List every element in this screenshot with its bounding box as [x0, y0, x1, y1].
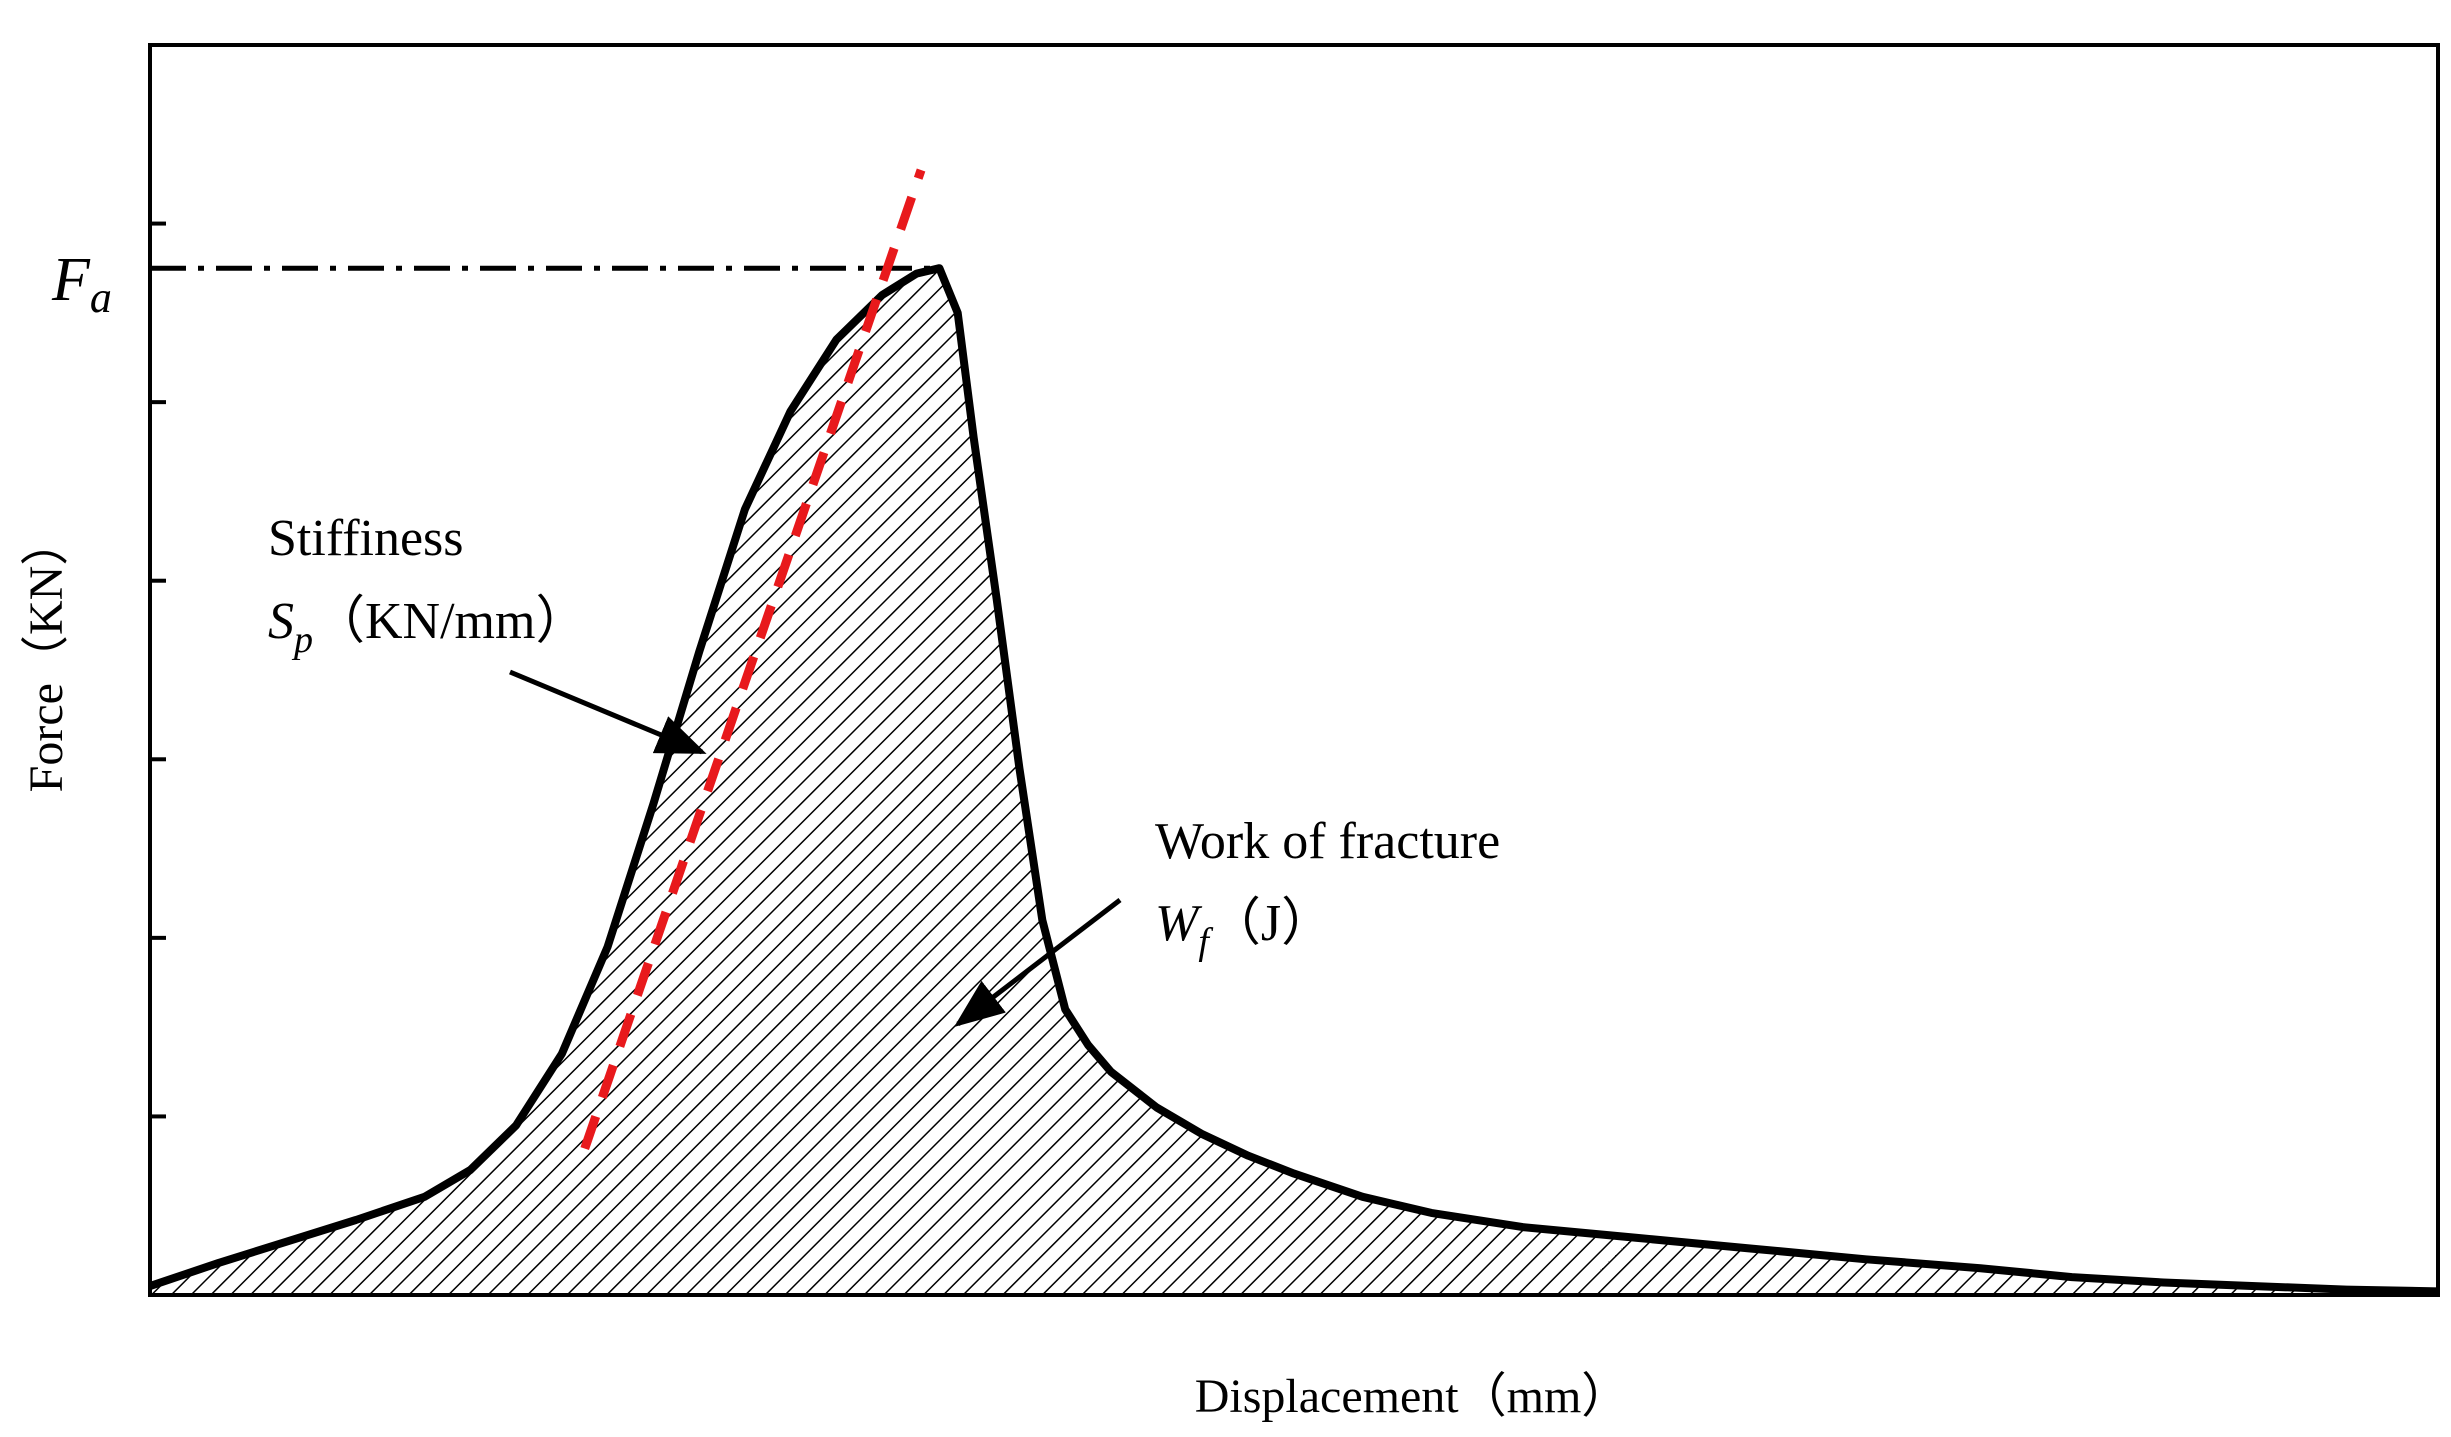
stiffness-pointer-arrow [509, 669, 707, 755]
y-axis-label: Force（KN） [20, 518, 73, 793]
stiffness-tangent-line [580, 168, 926, 1151]
work-of-fracture-area [150, 268, 2438, 1296]
axes [148, 43, 2440, 1297]
work-of-fracture-annotation-symbol: Wf（J） [1155, 895, 1333, 963]
stiffness-annotation-title: Stiffiness [268, 510, 464, 567]
stiffness-annotation-symbol: Sp（KN/mm） [268, 593, 587, 661]
force-displacement-curve [148, 264, 2439, 1296]
plot-frame [148, 43, 2440, 1297]
work-of-fracture-pointer-arrow [954, 898, 1122, 1028]
annotation-layer [150, 168, 940, 1151]
work-of-fracture-annotation-title: Work of fracture [1155, 813, 1500, 870]
curve-layer [148, 264, 2439, 1296]
fracture-work-area-layer [150, 268, 2438, 1296]
x-axis-label: Displacement（mm） [1195, 1370, 1630, 1423]
peak-force-label: Fa [51, 246, 112, 322]
